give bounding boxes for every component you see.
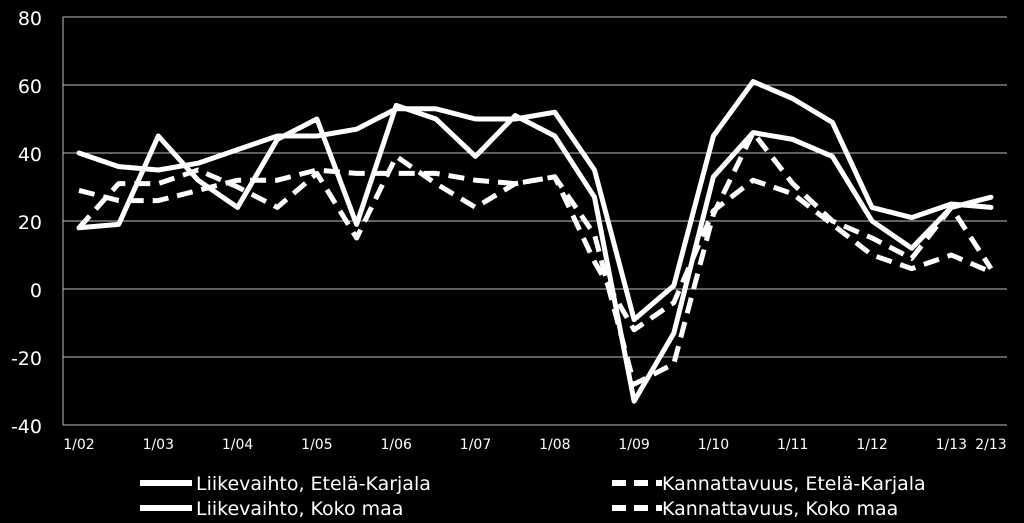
legend-label-liikevaihto-koko-maa: Liikevaihto, Koko maa: [196, 498, 403, 520]
legend: Liikevaihto, Etelä-Karjala Liikevaihto, …: [140, 473, 926, 520]
y-tick-label: 60: [18, 76, 42, 98]
gridlines: [63, 16, 1007, 426]
y-tick-label: 20: [18, 212, 42, 234]
series-line-liikevaihto-etela-karjala: [76, 102, 994, 404]
x-tick-label: 1/11: [777, 437, 808, 453]
x-tick-label: 1/06: [380, 437, 412, 453]
y-tick-labels: 80 60 40 20 0 -20 -40: [11, 8, 42, 438]
x-tick-label: 1/13: [936, 437, 967, 453]
x-tick-label: 1/02: [63, 437, 94, 453]
y-tick-label: -20: [11, 348, 42, 370]
x-tick-label: 1/09: [618, 437, 649, 453]
series-line-liikevaihto-koko-maa: [76, 79, 994, 323]
x-tick-label: 2/13: [975, 437, 1006, 453]
y-tick-label: -40: [11, 416, 42, 438]
x-tick-labels: 1/02 1/03 1/04 1/05 1/06 1/07 1/08 1/09 1/10 1/11…: [63, 437, 1006, 453]
x-tick-label: 1/10: [698, 437, 729, 453]
axes: [62, 17, 1007, 426]
y-tick-label: 80: [18, 8, 42, 30]
legend-label-liikevaihto-etela-karjala: Liikevaihto, Etelä-Karjala: [196, 473, 431, 495]
y-tick-label: 40: [18, 144, 42, 166]
legend-label-kannattavuus-koko-maa: Kannattavuus, Koko maa: [662, 498, 898, 520]
y-tick-label: 0: [30, 280, 42, 302]
x-tick-label: 1/12: [856, 437, 887, 453]
series-line-kannattavuus-koko-maa: [78, 167, 992, 333]
x-tick-label: 1/04: [222, 437, 254, 453]
legend-label-kannattavuus-etela-karjala: Kannattavuus, Etelä-Karjala: [662, 473, 926, 495]
x-tick-label: 1/08: [539, 437, 570, 453]
x-tick-label: 1/03: [143, 437, 174, 453]
x-tick-label: 1/07: [460, 437, 491, 453]
x-tick-label: 1/05: [301, 437, 332, 453]
series-lines: [76, 79, 994, 404]
